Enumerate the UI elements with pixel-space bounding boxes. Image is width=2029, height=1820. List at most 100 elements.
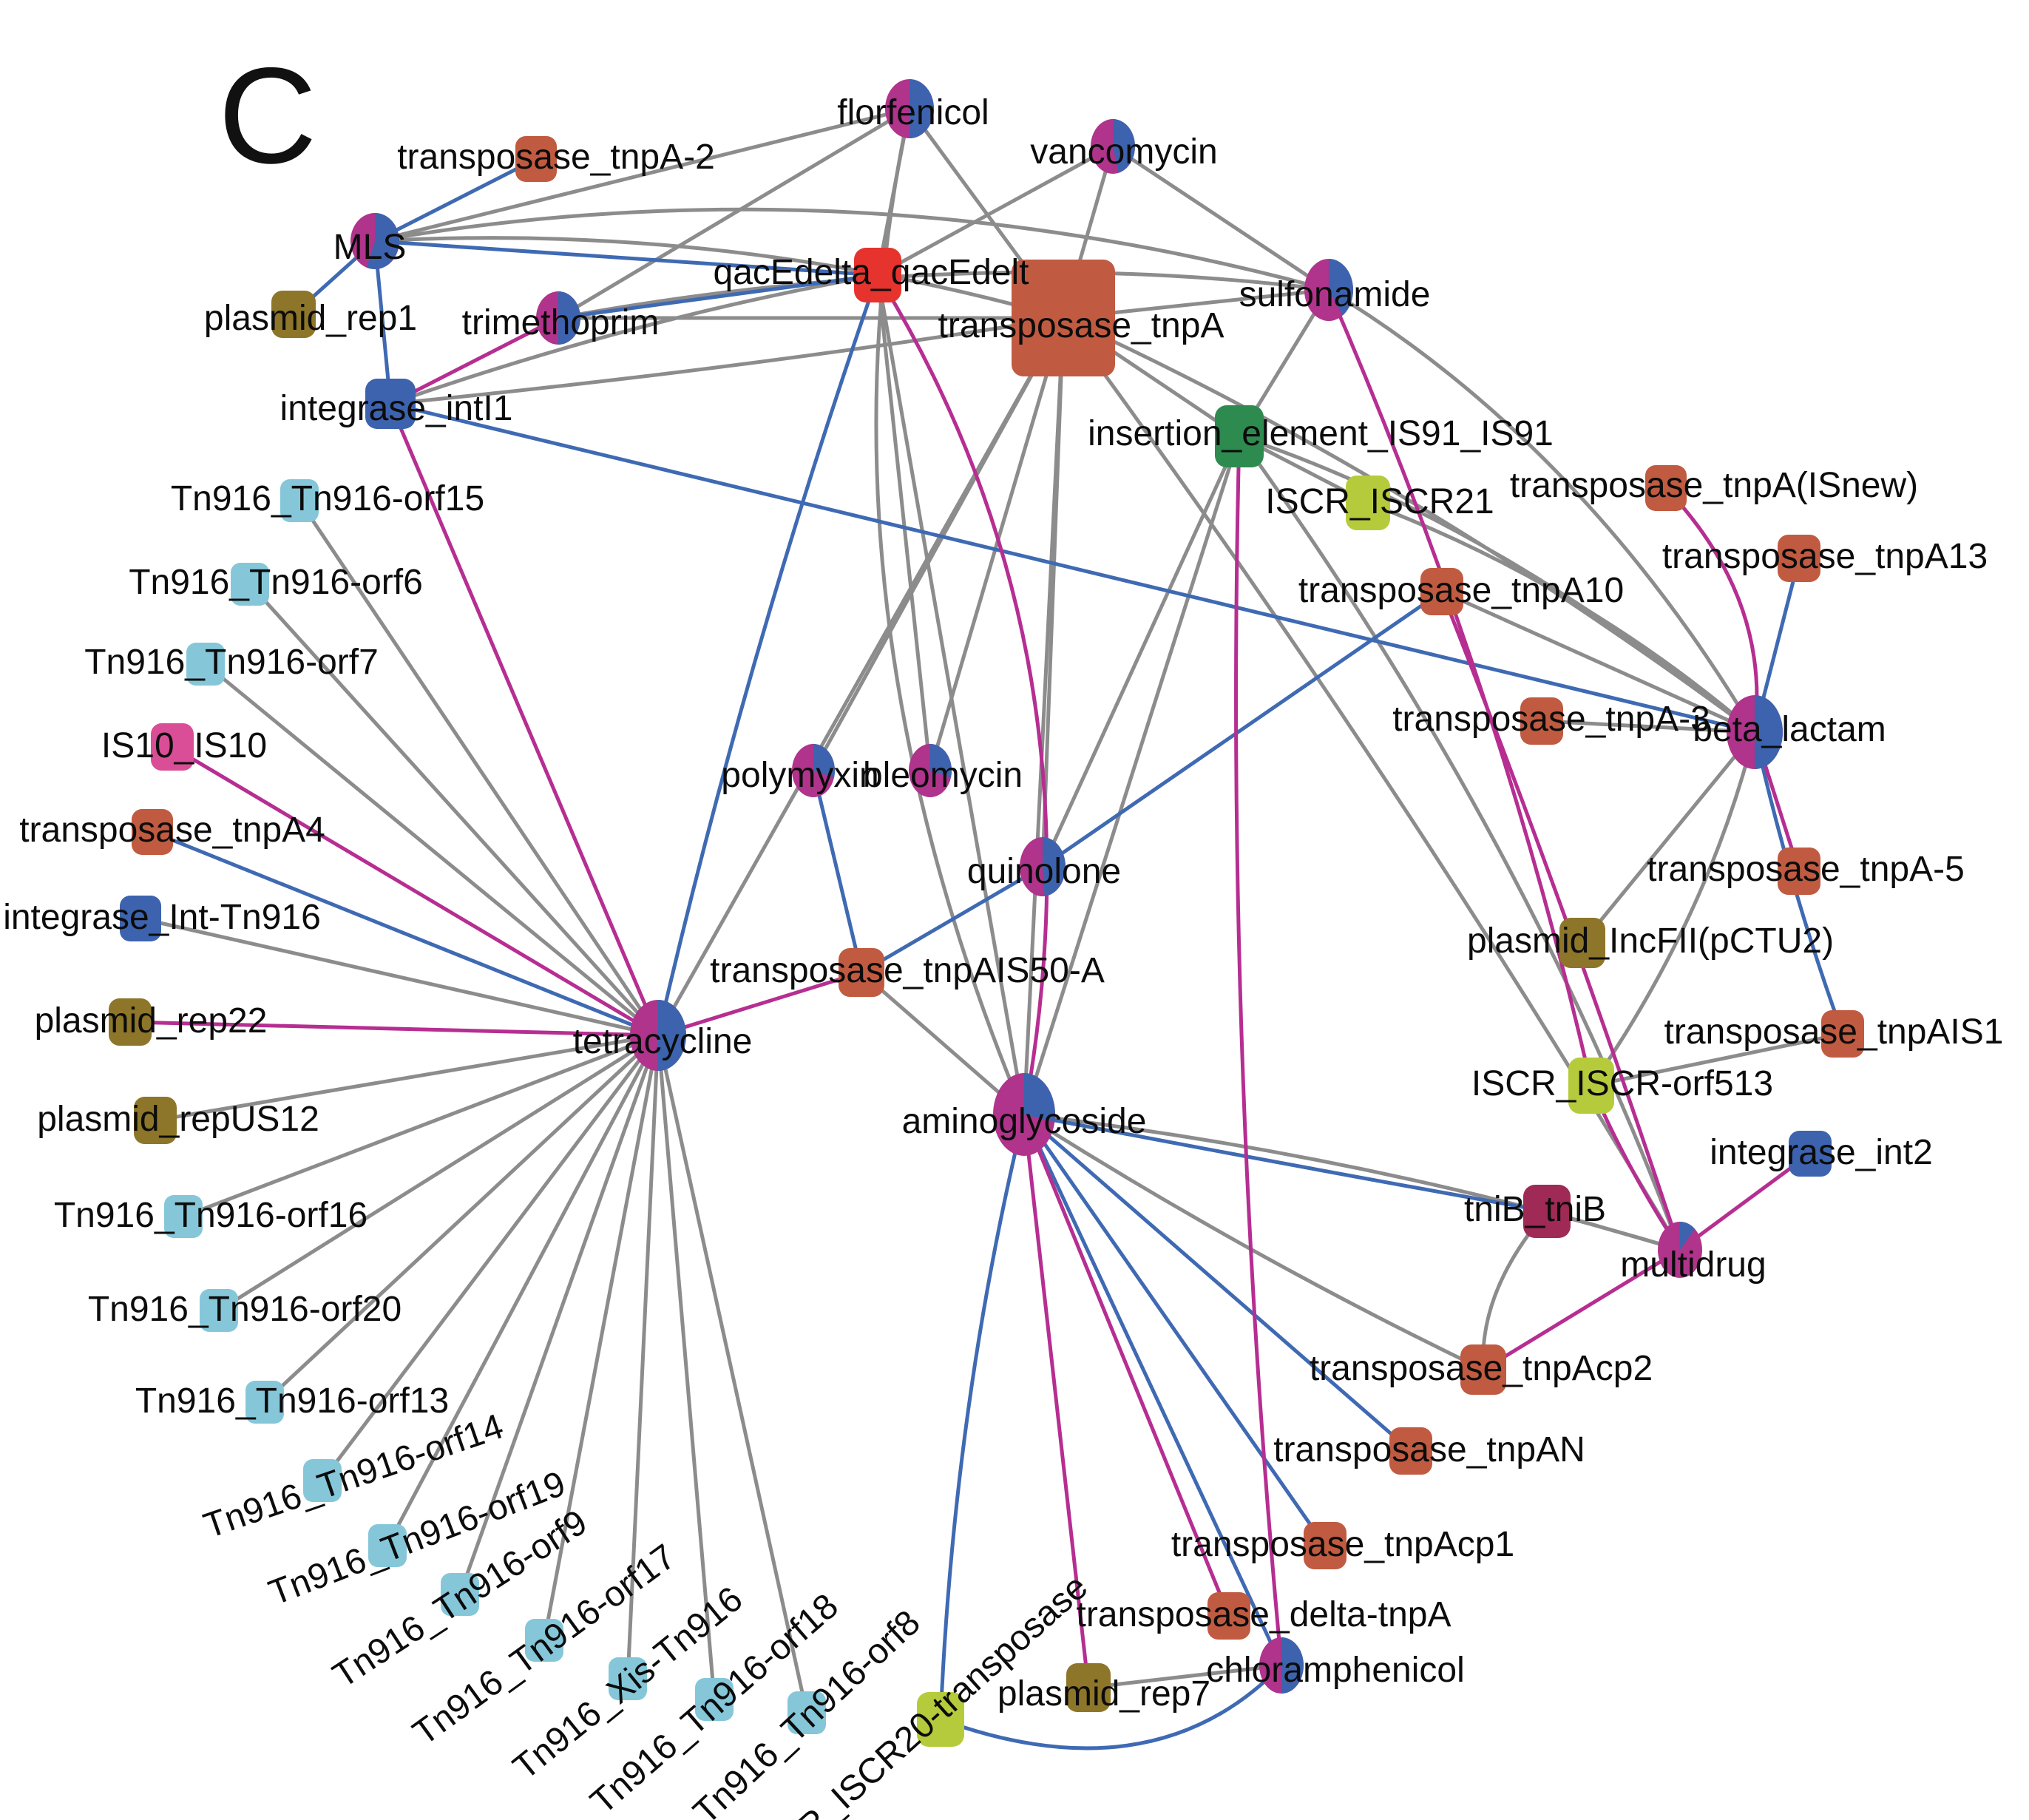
edge-tet-inttn916 xyxy=(138,916,660,1038)
node-repus12[interactable] xyxy=(134,1097,177,1144)
node-amino-blue-slice xyxy=(1024,1073,1055,1122)
node-label-tnpa: transposase_tnpA xyxy=(938,306,1224,345)
node-incfii[interactable] xyxy=(1559,918,1605,968)
node-label-mls: MLS xyxy=(333,228,407,267)
node-orf13[interactable] xyxy=(245,1381,284,1424)
node-label-tnpais1: transposase_tnpAIS1 xyxy=(1664,1012,2004,1052)
edge-tnpais1-orf513 xyxy=(1589,1032,1845,1088)
node-qace[interactable] xyxy=(854,248,901,302)
node-insert[interactable] xyxy=(1215,405,1264,467)
node-tnpacp1[interactable] xyxy=(1304,1522,1347,1569)
node-tnpa10[interactable] xyxy=(1420,568,1463,615)
edge-orf513-blact xyxy=(1589,730,1757,1088)
node-rep7[interactable] xyxy=(1066,1663,1111,1712)
edge-tnpa10-quin xyxy=(1040,589,1444,869)
edge-tet-repus12 xyxy=(153,1033,660,1123)
node-inttn916[interactable] xyxy=(120,896,161,941)
edge-flor-trim xyxy=(556,106,912,320)
node-orf6[interactable] xyxy=(231,563,269,606)
node-iscr21[interactable] xyxy=(1346,476,1390,530)
node-iscr20[interactable] xyxy=(917,1692,964,1747)
node-label-tnpacp2: transposase_tnpAcp2 xyxy=(1310,1349,1653,1388)
node-tnpais50[interactable] xyxy=(839,948,884,997)
node-label-tnpacp1: transposase_tnpAcp1 xyxy=(1171,1525,1514,1564)
node-label-tnpais50: transposase_tnpAIS50-A xyxy=(710,951,1105,990)
node-orf8[interactable] xyxy=(787,1691,826,1734)
node-rep22[interactable] xyxy=(109,998,152,1046)
edge-tnpa-bleo xyxy=(928,316,1066,773)
node-is10[interactable] xyxy=(151,723,194,771)
edge-is10-tet xyxy=(170,745,660,1038)
node-mls-blue-slice xyxy=(366,213,400,269)
node-label-insert: insertion_element_IS91_IS91 xyxy=(1088,414,1554,453)
node-orf16[interactable] xyxy=(164,1195,203,1238)
edge-mls-tnpa2 xyxy=(373,157,538,243)
edge-tet-orf8 xyxy=(656,1033,809,1715)
node-label-dtnpa: transposase_delta-tnpA xyxy=(1077,1595,1452,1634)
edge-vanc-qace xyxy=(875,144,1115,277)
node-tnpais1[interactable] xyxy=(1821,1010,1864,1058)
node-xis[interactable] xyxy=(609,1657,647,1700)
node-tnpan[interactable] xyxy=(1389,1427,1432,1475)
node-label-repus12: plasmid_repUS12 xyxy=(37,1100,319,1139)
node-label-rep22: plasmid_rep22 xyxy=(35,1001,268,1041)
edge-tet-orf13 xyxy=(262,1033,660,1404)
node-tnpa2[interactable] xyxy=(515,136,557,182)
edge-inti1-tnpa xyxy=(388,316,1066,406)
node-orf18[interactable] xyxy=(695,1678,734,1721)
node-orf15[interactable] xyxy=(280,479,319,522)
node-label-bleo: bleomycin xyxy=(863,756,1023,795)
node-label-orf513: ISCR_ISCR-orf513 xyxy=(1471,1064,1773,1103)
node-orf17[interactable] xyxy=(525,1619,563,1662)
edge-tet-orf19 xyxy=(385,1033,660,1548)
node-int2[interactable] xyxy=(1789,1131,1832,1177)
node-vanc-blue-slice xyxy=(1113,119,1136,173)
edge-tnpa10-blact xyxy=(1440,589,1757,734)
node-tnpa[interactable] xyxy=(1012,260,1115,376)
node-label-tnib: tniB_tniB xyxy=(1464,1190,1606,1229)
edge-int2-multi xyxy=(1678,1151,1812,1252)
edge-incfii-blact xyxy=(1580,730,1757,945)
node-dtnpa[interactable] xyxy=(1207,1592,1250,1640)
node-label-orf20: Tn916_Tn916-orf20 xyxy=(88,1290,402,1329)
node-inti1[interactable] xyxy=(365,379,416,429)
node-label-multi: multidrug xyxy=(1620,1245,1766,1285)
node-bleo-blue-slice xyxy=(930,744,952,778)
node-tet-blue-slice xyxy=(658,1000,686,1071)
edge-trim-sulf xyxy=(556,270,1331,320)
node-label-inti1: integrase_intI1 xyxy=(280,389,513,428)
node-orf7[interactable] xyxy=(186,643,225,686)
edge-tnpa-amino xyxy=(1022,316,1066,1117)
node-orf20[interactable] xyxy=(200,1289,238,1332)
node-tnib[interactable] xyxy=(1523,1185,1571,1238)
edge-tet-orf20 xyxy=(217,1033,660,1313)
node-orf19[interactable] xyxy=(368,1524,407,1567)
node-tnpa3[interactable] xyxy=(1520,697,1563,745)
node-rep1[interactable] xyxy=(271,291,316,338)
node-chlor-blue-slice xyxy=(1281,1637,1304,1694)
node-label-tnpa2: transposase_tnpA-2 xyxy=(397,138,715,177)
node-tnpa4[interactable] xyxy=(132,809,173,855)
node-tnpa5[interactable] xyxy=(1778,848,1820,895)
node-sulf-blue-slice xyxy=(1329,259,1353,316)
edge-flor-mls xyxy=(373,106,912,243)
edge-tet-orf7 xyxy=(203,662,660,1038)
node-orf14[interactable] xyxy=(303,1459,342,1502)
edge-inti1-tet xyxy=(388,402,660,1038)
edge-tnpais50-quin xyxy=(859,865,1045,975)
edge-tnpais50-poly xyxy=(811,768,864,975)
node-label-is10: IS10_IS10 xyxy=(101,726,267,765)
node-label-inttn916: integrase_Int-Tn916 xyxy=(3,898,321,937)
edge-rep7-chlor xyxy=(1086,1663,1284,1690)
node-label-orf7: Tn916_Tn916-orf7 xyxy=(84,643,379,682)
node-isnew[interactable] xyxy=(1645,465,1687,511)
node-quin-blue-slice xyxy=(1043,837,1066,896)
node-tnpa13[interactable] xyxy=(1778,535,1820,582)
edge-tnib-amino xyxy=(1022,1112,1549,1214)
node-orf9[interactable] xyxy=(441,1573,479,1616)
edge-tnpa-poly xyxy=(811,316,1066,773)
node-tnpacp2[interactable] xyxy=(1460,1344,1506,1395)
edge-qace-amino xyxy=(875,273,1049,1117)
edge-mls-tnpa xyxy=(373,236,1066,320)
node-orf513[interactable] xyxy=(1568,1058,1614,1114)
